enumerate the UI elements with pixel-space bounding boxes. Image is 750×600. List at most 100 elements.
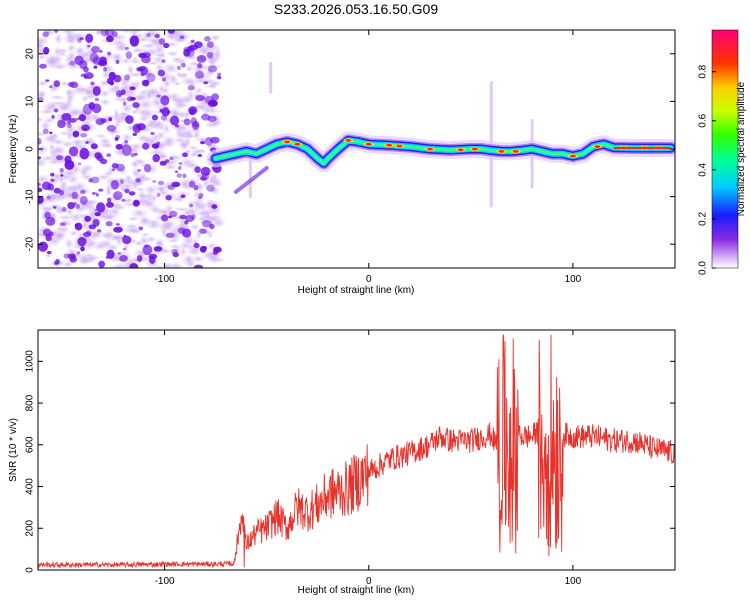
noise-blob (186, 247, 203, 256)
noise-blob (126, 64, 135, 77)
noise-speckle (91, 103, 102, 114)
noise-blob (112, 84, 121, 92)
noise-speckle (39, 63, 47, 69)
ridge-hotspot (365, 142, 372, 146)
noise-speckle (136, 67, 143, 72)
noise-blob (63, 32, 81, 44)
noise-speckle (106, 35, 114, 43)
noise-speckle (74, 223, 79, 227)
noise-speckle (113, 74, 122, 83)
noise-speckle (123, 101, 127, 106)
noise-blob (173, 37, 187, 43)
noise-speckle (129, 262, 139, 268)
noise-speckle (197, 153, 203, 157)
noise-speckle (176, 173, 182, 178)
noise-blob (168, 107, 181, 119)
noise-speckle (188, 180, 196, 188)
noise-blob (99, 80, 110, 87)
noise-speckle (140, 73, 145, 77)
noise-blob (141, 198, 158, 210)
spectrogram-xtick-label: -100 (155, 274, 175, 285)
noise-speckle (174, 124, 180, 128)
noise-speckle (38, 137, 42, 145)
noise-speckle (91, 192, 96, 196)
noise-speckle (130, 152, 136, 158)
noise-speckle (207, 65, 218, 73)
noise-speckle (132, 101, 140, 109)
noise-speckle (187, 85, 195, 91)
noise-blob (185, 64, 194, 73)
noise-speckle (138, 226, 144, 231)
noise-blob (118, 30, 134, 34)
noise-speckle (210, 100, 218, 107)
noise-blob (51, 145, 66, 155)
noise-speckle (156, 141, 161, 146)
noise-blob (185, 255, 192, 261)
noise-speckle (194, 123, 199, 128)
noise-speckle (83, 74, 88, 79)
ridge-hotspot (294, 142, 301, 146)
noise-speckle (100, 30, 109, 37)
noise-blob (55, 48, 70, 55)
noise-speckle (178, 162, 183, 165)
noise-speckle (53, 80, 61, 88)
noise-speckle (122, 235, 132, 245)
noise-blob (78, 254, 92, 266)
noise-speckle (169, 156, 174, 161)
noise-speckle (84, 215, 91, 222)
noise-speckle (211, 204, 218, 209)
colorbar-tick-label: 0.6 (698, 113, 709, 127)
noise-speckle (55, 258, 60, 265)
noise-blob (73, 181, 87, 193)
noise-speckle (203, 81, 209, 85)
noise-speckle (206, 41, 214, 48)
noise-speckle (115, 223, 120, 226)
noise-blob (135, 187, 146, 192)
noise-speckle (105, 201, 114, 208)
noise-speckle (92, 86, 101, 96)
noise-blob (180, 76, 198, 87)
noise-speckle (55, 155, 64, 161)
noise-speckle (61, 206, 67, 212)
noise-speckle (193, 185, 199, 191)
noise-speckle (96, 202, 106, 213)
noise-speckle (50, 172, 55, 177)
noise-speckle (217, 72, 221, 77)
noise-speckle (136, 123, 146, 131)
noise-blob (128, 81, 139, 87)
noise-speckle (69, 60, 76, 66)
noise-speckle (94, 97, 100, 102)
noise-speckle (43, 228, 52, 237)
noise-blob (165, 50, 180, 57)
noise-speckle (119, 255, 128, 262)
noise-speckle (107, 51, 112, 56)
noise-speckle (106, 249, 115, 259)
noise-blob (143, 30, 158, 40)
noise-blob (191, 190, 207, 200)
spectrogram-ylabel: Frequency (Hz) (8, 115, 19, 184)
noise-blob (153, 56, 163, 63)
noise-speckle (154, 33, 160, 39)
noise-blob (160, 219, 177, 230)
noise-speckle (157, 69, 166, 77)
spectrogram-ytick-label: -10 (25, 189, 36, 204)
noise-speckle (43, 51, 49, 55)
noise-speckle (88, 178, 93, 183)
ridge-hotspot (386, 143, 393, 147)
spectrogram-ytick-label: -20 (25, 237, 36, 252)
noise-blob (114, 42, 129, 52)
noise-blob (46, 133, 59, 143)
noise-blob (163, 135, 175, 146)
noise-speckle (121, 198, 126, 202)
noise-speckle (161, 59, 166, 64)
noise-speckle (143, 164, 152, 173)
noise-speckle (105, 30, 115, 37)
ridge-hotspot (512, 149, 519, 153)
noise-speckle (129, 86, 136, 91)
noise-blob (53, 32, 63, 45)
noise-speckle (60, 174, 64, 177)
noise-speckle (99, 56, 107, 65)
noise-blob (38, 132, 49, 137)
